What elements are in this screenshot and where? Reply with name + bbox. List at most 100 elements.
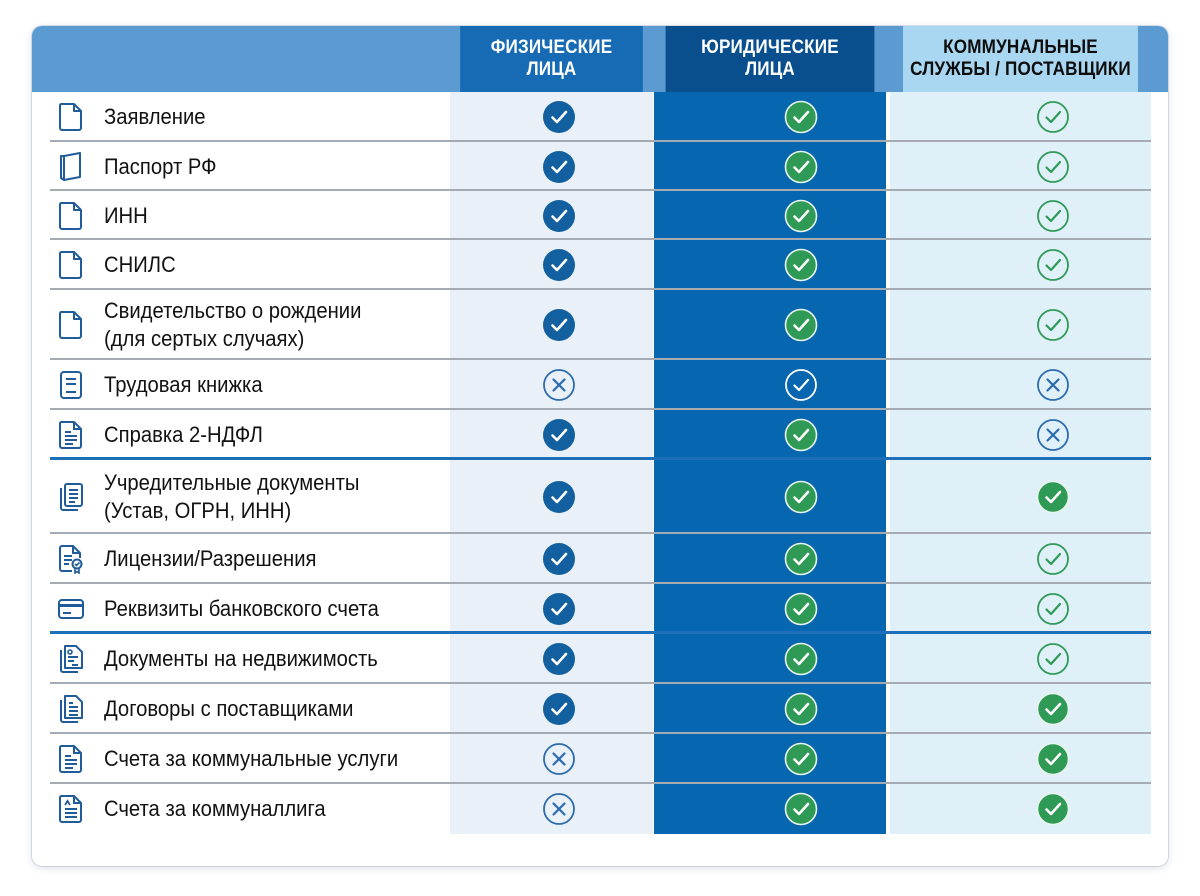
table-row: СНИЛС — [50, 240, 1151, 290]
document-name-cell: Учредительные документы (Устав, ОГРН, ИН… — [50, 460, 450, 534]
check-filled-icon — [784, 542, 818, 576]
document-icon — [58, 201, 84, 231]
check-filled-icon — [542, 480, 576, 514]
row-divider — [50, 238, 1151, 240]
column-header-legal-entities: ЮРИДИЧЕСКИЕ ЛИЦА — [665, 26, 875, 92]
row-divider — [50, 782, 1151, 784]
contracts-icon — [58, 694, 84, 724]
check-outline-icon — [1036, 592, 1070, 626]
check-filled-icon — [542, 418, 576, 452]
certificate-icon — [58, 544, 84, 575]
document-name-cell: Счета за коммуналлига — [50, 784, 450, 834]
text-document-icon — [58, 744, 84, 774]
document-name: Паспорт РФ — [104, 153, 217, 179]
document-name-cell: ИНН — [50, 191, 450, 240]
table-row: Лицензии/Разрешения — [50, 534, 1151, 584]
row-divider — [50, 140, 1151, 142]
document-name-cell: Счета за коммунальные услуги — [50, 734, 450, 784]
check-outline-icon — [1036, 100, 1070, 134]
document-name-cell: Заявление — [50, 92, 450, 142]
table-row: Счета за коммуналлига — [50, 784, 1151, 834]
document-icon — [58, 102, 84, 132]
document-name-cell: Паспорт РФ — [50, 142, 450, 191]
bank-card-icon — [58, 594, 84, 624]
check-filled-icon — [542, 692, 576, 726]
stacked-documents-icon — [58, 482, 84, 512]
check-filled-icon — [542, 248, 576, 282]
check-outline-icon — [1036, 199, 1070, 233]
check-filled-icon — [784, 692, 818, 726]
table-row: Справка 2-НДФЛ — [50, 410, 1151, 460]
table-row: Счета за коммунальные услуги — [50, 734, 1151, 784]
text-document-icon — [58, 420, 84, 450]
column-header-individuals: ФИЗИЧЕСКИЕ ЛИЦА — [460, 26, 643, 92]
cross-outline-icon — [542, 742, 576, 776]
cross-outline-icon — [542, 792, 576, 826]
check-filled-icon — [784, 742, 818, 776]
table-row: Заявление — [50, 92, 1151, 142]
document-name-cell: Договоры с поставщиками — [50, 684, 450, 734]
check-filled-icon — [784, 199, 818, 233]
check-filled-icon — [784, 150, 818, 184]
document-requirements-table: ФИЗИЧЕСКИЕ ЛИЦА ЮРИДИЧЕСКИЕ ЛИЦА КОММУНА… — [32, 26, 1168, 866]
column-header-label: КОММУНАЛЬНЫЕ СЛУЖБЫ / ПОСТАВЩИКИ — [910, 37, 1131, 80]
column-legal-background — [654, 92, 886, 834]
workbook-icon — [58, 370, 84, 400]
check-filled-icon — [784, 418, 818, 452]
document-name-cell: Свидетельство о рождении (для сертых слу… — [50, 290, 450, 360]
check-filled-icon — [542, 199, 576, 233]
document-name: Лицензии/Разрешения — [104, 546, 317, 571]
document-name-cell: СНИЛС — [50, 240, 450, 290]
check-outline-icon — [1036, 542, 1070, 576]
row-divider — [50, 358, 1151, 360]
row-divider — [50, 732, 1151, 734]
row-divider — [50, 532, 1151, 534]
check-filled-icon — [784, 308, 818, 342]
table-row: Документы на недвижимость — [50, 634, 1151, 684]
check-filled-icon — [784, 248, 818, 282]
check-filled-icon — [542, 100, 576, 134]
row-divider — [50, 408, 1151, 410]
check-filled-icon — [542, 308, 576, 342]
document-name: Счета за коммуналлига — [104, 796, 326, 821]
check-filled-icon — [1036, 480, 1070, 514]
document-name: Свидетельство о рождении (для сертых слу… — [104, 298, 362, 351]
document-name: Счета за коммунальные услуги — [104, 746, 399, 771]
document-name: Документы на недвижимость — [104, 646, 378, 671]
row-divider — [50, 682, 1151, 684]
document-name: Трудовая книжка — [104, 372, 263, 397]
column-utilities-background — [890, 92, 1151, 834]
document-name-cell: Трудовая книжка — [50, 360, 450, 410]
table-row: Свидетельство о рождении (для сертых слу… — [50, 290, 1151, 360]
column-header-label: ФИЗИЧЕСКИЕ ЛИЦА — [490, 37, 613, 80]
cross-outline-icon — [1036, 418, 1070, 452]
property-documents-icon — [58, 644, 84, 674]
document-name-cell: Документы на недвижимость — [50, 634, 450, 684]
check-filled-icon — [1036, 792, 1070, 826]
document-name: ИНН — [104, 202, 148, 228]
check-outline-icon — [784, 368, 818, 402]
check-outline-icon — [1036, 248, 1070, 282]
check-outline-icon — [1036, 308, 1070, 342]
table-row: ИНН — [50, 191, 1151, 240]
check-outline-icon — [1036, 642, 1070, 676]
bill-document-icon — [58, 794, 84, 824]
passport-icon — [58, 151, 84, 182]
row-divider — [50, 288, 1151, 290]
check-filled-icon — [784, 100, 818, 134]
row-divider — [50, 582, 1151, 584]
check-filled-icon — [784, 592, 818, 626]
document-name: СНИЛС — [104, 252, 176, 277]
table-row: Паспорт РФ — [50, 142, 1151, 191]
table-row: Договоры с поставщиками — [50, 684, 1151, 734]
document-name-cell: Реквизиты банковского счета — [50, 584, 450, 634]
document-name: Заявление — [104, 104, 206, 129]
cross-outline-icon — [542, 368, 576, 402]
column-header-utilities: КОММУНАЛЬНЫЕ СЛУЖБЫ / ПОСТАВЩИКИ — [903, 26, 1138, 92]
check-filled-icon — [542, 542, 576, 576]
document-icon — [58, 250, 84, 280]
cross-outline-icon — [1036, 368, 1070, 402]
table-row: Трудовая книжка — [50, 360, 1151, 410]
check-filled-icon — [1036, 742, 1070, 776]
section-divider — [50, 457, 1151, 460]
